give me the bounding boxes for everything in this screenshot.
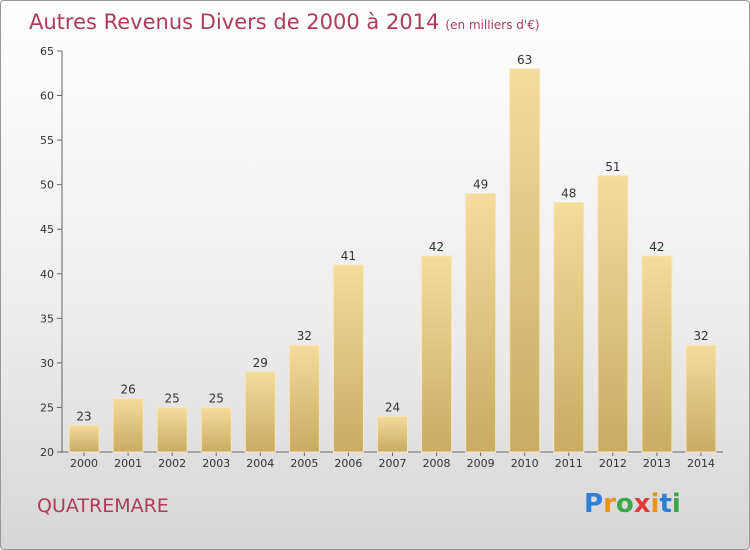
data-label-2000: 23 — [76, 409, 91, 423]
logo-letter: i — [671, 489, 681, 519]
x-tick-label-2004: 2004 — [246, 457, 274, 470]
x-tick-label-2007: 2007 — [379, 457, 407, 470]
logo-letter: t — [659, 489, 672, 519]
y-tick-label: 30 — [40, 357, 54, 370]
bar-2012 — [597, 175, 629, 453]
bar-2009 — [465, 193, 497, 453]
data-label-2014: 32 — [693, 329, 708, 343]
bar-2005 — [288, 344, 320, 453]
data-label-2003: 25 — [209, 391, 224, 405]
chart-title: Autres Revenus Divers de 2000 à 2014 (en … — [29, 10, 540, 34]
data-label-2007: 24 — [385, 400, 400, 414]
bars — [68, 68, 717, 453]
logo-letter: i — [650, 489, 660, 519]
x-tick-label-2003: 2003 — [202, 457, 230, 470]
title-text: Autres Revenus Divers de 2000 à 2014 — [29, 10, 440, 34]
bar-2013 — [641, 255, 673, 453]
y-tick-label: 40 — [40, 268, 54, 281]
bar-2000 — [68, 424, 100, 453]
y-tick-label: 20 — [40, 446, 54, 459]
data-labels: 23 26 25 25 29 32 41 24 42 49 63 48 51 42 32 — [76, 53, 708, 423]
data-label-2004: 29 — [253, 356, 268, 370]
logo-letter: o — [615, 489, 634, 519]
x-tick-label-2014: 2014 — [687, 457, 715, 470]
bar-2011 — [553, 201, 585, 453]
data-label-2005: 32 — [297, 329, 312, 343]
title-unit: (en milliers d'€) — [445, 18, 540, 32]
y-tick-label: 65 — [40, 45, 54, 58]
x-tick-label-2001: 2001 — [114, 457, 142, 470]
y-tick-label: 50 — [40, 179, 54, 192]
x-tick-label-2011: 2011 — [555, 457, 583, 470]
data-label-2011: 48 — [561, 186, 576, 200]
axes: 20 25 30 35 40 45 50 55 60 65 2000 2001 2002 2003 2004… — [40, 45, 723, 470]
x-tick-label-2000: 2000 — [70, 457, 98, 470]
bar-2008 — [421, 255, 453, 453]
proxiti-logo: Proxiti — [584, 489, 681, 519]
x-tick-label-2013: 2013 — [643, 457, 671, 470]
x-tick-label-2005: 2005 — [290, 457, 318, 470]
x-tick-label-2008: 2008 — [423, 457, 451, 470]
data-label-2008: 42 — [429, 240, 444, 254]
logo-letter: r — [603, 489, 616, 519]
bar-2002 — [156, 406, 188, 453]
bar-2001 — [112, 398, 144, 453]
x-tick-label-2012: 2012 — [599, 457, 627, 470]
data-label-2002: 25 — [165, 391, 180, 405]
bar-2007 — [377, 415, 408, 453]
y-tick-label: 60 — [40, 90, 54, 103]
logo-letter: P — [584, 489, 604, 519]
commune-name: QUATREMARE — [37, 495, 169, 517]
bar-2014 — [685, 344, 717, 453]
x-tick-label-2010: 2010 — [511, 457, 539, 470]
y-tick-label: 35 — [40, 312, 54, 325]
data-label-2012: 51 — [605, 160, 620, 174]
data-label-2006: 41 — [341, 249, 356, 263]
data-label-2001: 26 — [120, 383, 135, 397]
bar-2006 — [332, 264, 364, 453]
bar-2004 — [244, 371, 276, 453]
y-tick-label: 25 — [40, 401, 54, 414]
bar-2003 — [200, 406, 232, 453]
data-label-2009: 49 — [473, 178, 488, 192]
logo-letter: x — [633, 489, 651, 519]
x-tick-label-2009: 2009 — [467, 457, 495, 470]
x-tick-label-2006: 2006 — [334, 457, 362, 470]
x-tick-label-2002: 2002 — [158, 457, 186, 470]
y-tick-label: 45 — [40, 223, 54, 236]
data-label-2013: 42 — [649, 240, 664, 254]
data-label-2010: 63 — [517, 53, 532, 67]
bar-2010 — [509, 68, 541, 453]
y-tick-label: 55 — [40, 134, 54, 147]
